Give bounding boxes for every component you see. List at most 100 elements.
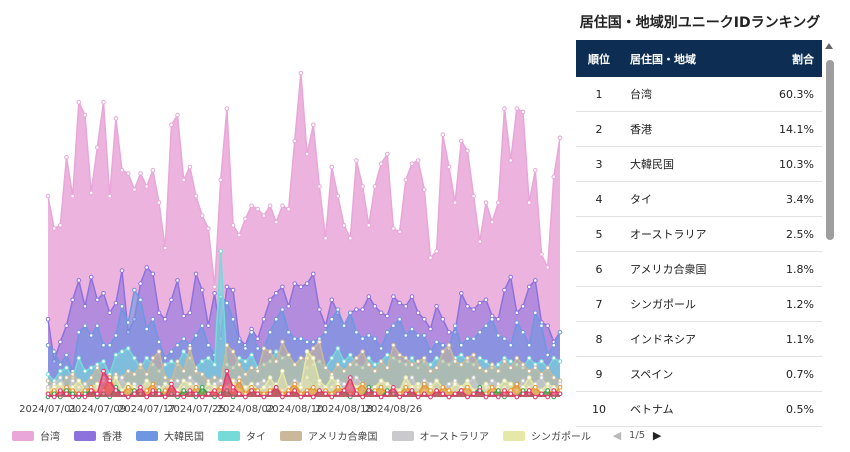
data-point[interactable] (514, 310, 520, 316)
data-point[interactable] (446, 388, 452, 393)
data-point[interactable] (471, 352, 476, 358)
data-point[interactable] (409, 355, 415, 361)
data-point[interactable] (224, 368, 230, 374)
data-point[interactable] (76, 391, 82, 397)
data-point[interactable] (58, 368, 63, 374)
data-point[interactable] (243, 216, 248, 222)
data-point[interactable] (477, 365, 483, 371)
data-point[interactable] (292, 388, 298, 393)
data-point[interactable] (175, 378, 180, 384)
data-point[interactable] (230, 385, 236, 390)
data-point[interactable] (502, 336, 507, 342)
data-point[interactable] (175, 342, 180, 348)
data-point[interactable] (193, 385, 199, 390)
data-point[interactable] (236, 391, 242, 397)
data-point[interactable] (45, 391, 51, 397)
data-point[interactable] (434, 339, 439, 345)
data-point[interactable] (144, 394, 149, 400)
data-point[interactable] (539, 252, 544, 257)
data-point[interactable] (144, 355, 149, 361)
data-point[interactable] (459, 291, 464, 296)
data-point[interactable] (138, 281, 143, 286)
legend-item[interactable]: アメリカ合衆国 (280, 428, 378, 443)
data-point[interactable] (236, 362, 242, 367)
data-point[interactable] (224, 342, 230, 348)
data-point[interactable] (403, 333, 409, 338)
data-point[interactable] (415, 381, 421, 387)
data-point[interactable] (428, 368, 433, 374)
data-point[interactable] (249, 352, 254, 358)
data-point[interactable] (199, 359, 205, 364)
data-point[interactable] (385, 381, 390, 387)
data-point[interactable] (218, 248, 223, 254)
data-point[interactable] (526, 388, 532, 393)
data-point[interactable] (465, 148, 470, 154)
data-point[interactable] (539, 359, 544, 364)
data-point[interactable] (162, 362, 168, 367)
data-point[interactable] (465, 304, 470, 309)
data-point[interactable] (465, 336, 470, 342)
data-point[interactable] (446, 394, 452, 400)
data-point[interactable] (304, 391, 310, 397)
data-point[interactable] (526, 342, 532, 348)
data-point[interactable] (162, 245, 168, 251)
data-point[interactable] (551, 355, 557, 361)
data-point[interactable] (199, 323, 205, 329)
data-point[interactable] (298, 355, 304, 361)
data-point[interactable] (58, 362, 63, 367)
data-point[interactable] (193, 271, 199, 277)
data-point[interactable] (292, 381, 298, 387)
data-point[interactable] (496, 362, 501, 367)
data-point[interactable] (483, 394, 489, 400)
data-point[interactable] (45, 342, 51, 348)
data-point[interactable] (132, 391, 137, 397)
data-point[interactable] (311, 346, 316, 351)
data-point[interactable] (354, 375, 359, 380)
data-point[interactable] (557, 359, 563, 364)
data-point[interactable] (446, 164, 452, 170)
data-point[interactable] (267, 203, 273, 209)
data-point[interactable] (496, 200, 501, 205)
data-point[interactable] (224, 284, 230, 290)
data-point[interactable] (533, 278, 538, 283)
data-point[interactable] (360, 307, 365, 312)
data-point[interactable] (452, 381, 458, 387)
data-point[interactable] (508, 274, 514, 280)
data-point[interactable] (348, 362, 353, 367)
data-point[interactable] (385, 352, 390, 358)
data-point[interactable] (385, 365, 390, 371)
data-point[interactable] (489, 362, 495, 367)
data-point[interactable] (45, 316, 51, 322)
data-point[interactable] (403, 391, 409, 397)
data-point[interactable] (88, 365, 94, 371)
data-point[interactable] (391, 385, 396, 390)
data-point[interactable] (341, 388, 347, 393)
data-point[interactable] (557, 385, 563, 390)
data-point[interactable] (236, 355, 242, 361)
data-point[interactable] (403, 385, 409, 390)
table-row[interactable]: 3 大韓民国 10.3% (576, 147, 822, 182)
data-point[interactable] (311, 385, 316, 390)
data-point[interactable] (70, 394, 75, 400)
data-point[interactable] (366, 294, 372, 299)
data-point[interactable] (311, 339, 316, 345)
data-point[interactable] (366, 388, 372, 393)
data-point[interactable] (76, 329, 82, 335)
data-point[interactable] (125, 368, 131, 374)
data-point[interactable] (397, 229, 402, 235)
data-point[interactable] (249, 388, 254, 393)
data-point[interactable] (539, 375, 544, 380)
data-point[interactable] (70, 372, 75, 377)
data-point[interactable] (452, 200, 458, 205)
table-row[interactable]: 6 アメリカ合衆国 1.8% (576, 252, 822, 287)
data-point[interactable] (101, 291, 106, 296)
legend-item[interactable]: シンガポール (503, 428, 591, 443)
data-point[interactable] (372, 336, 378, 342)
data-point[interactable] (514, 355, 520, 361)
data-point[interactable] (533, 365, 538, 371)
data-point[interactable] (551, 174, 557, 179)
data-point[interactable] (206, 391, 211, 397)
data-point[interactable] (311, 394, 316, 400)
data-point[interactable] (520, 391, 526, 397)
ranking-scrollbar[interactable] (822, 40, 836, 416)
